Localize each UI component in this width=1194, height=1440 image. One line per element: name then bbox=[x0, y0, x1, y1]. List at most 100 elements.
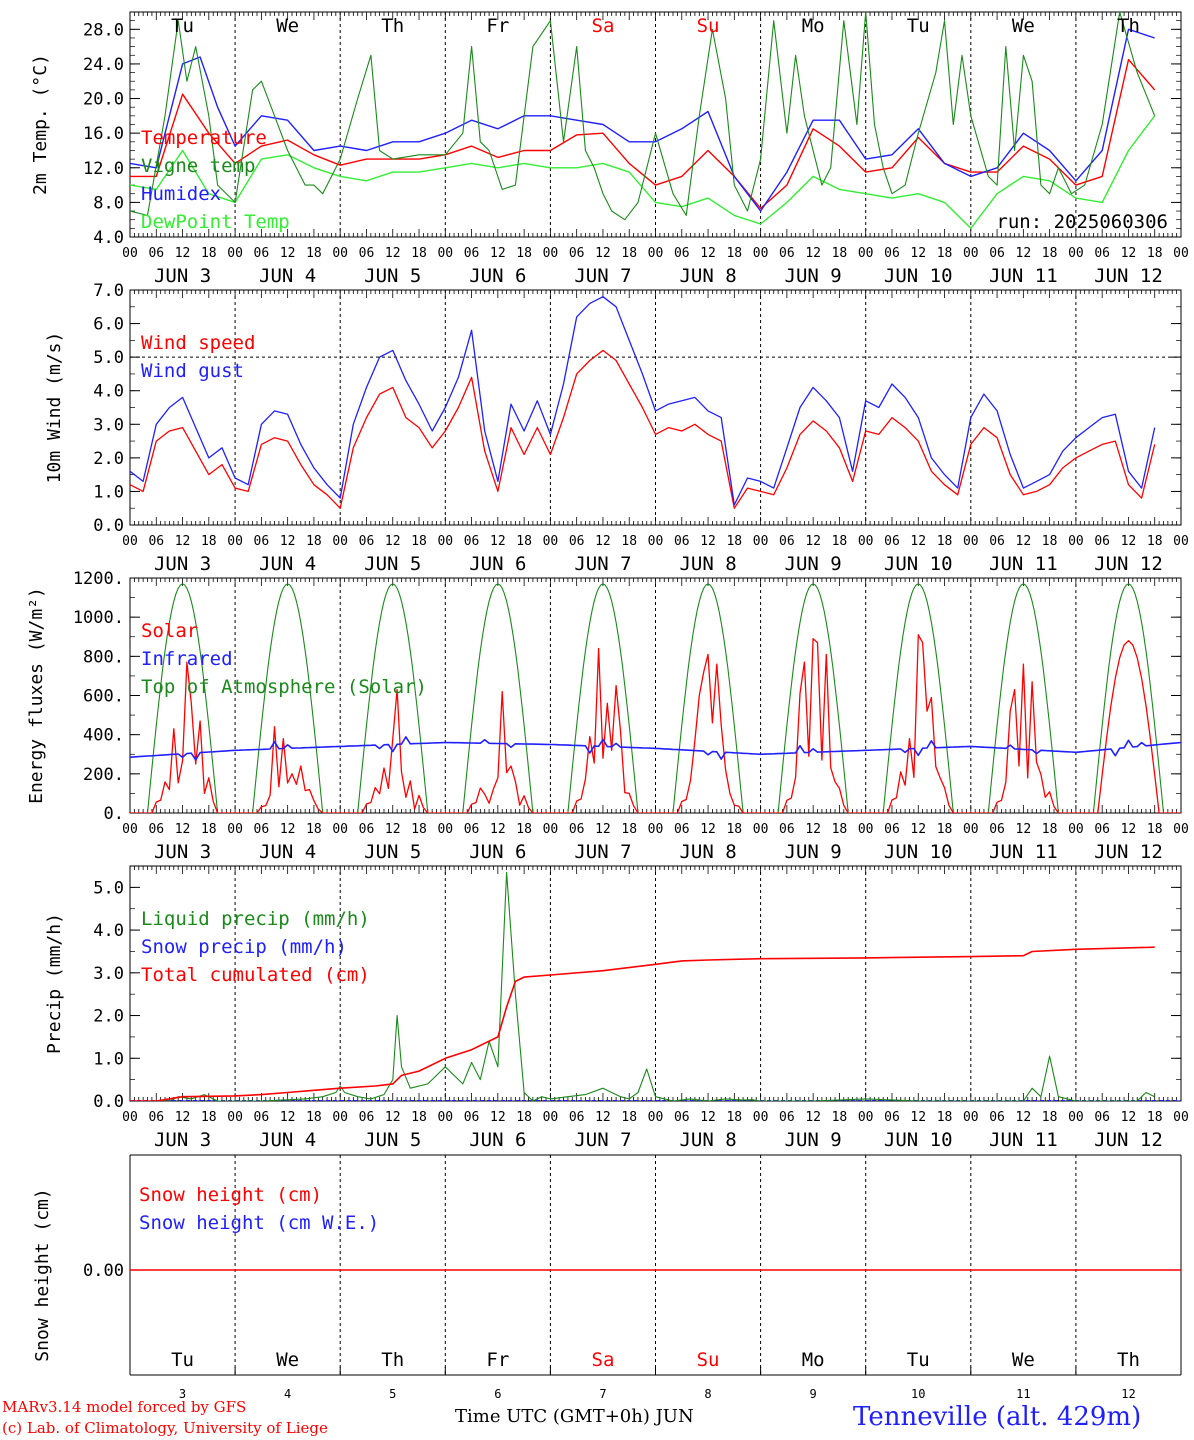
date-label: JUN 10 bbox=[884, 265, 953, 287]
hour-label: 00 bbox=[227, 246, 243, 261]
hour-label: 18 bbox=[1147, 822, 1163, 837]
series-line-solar bbox=[130, 634, 1181, 813]
y-tick-label: 0.00 bbox=[83, 1261, 124, 1281]
legend-entry: Snow height (cm) bbox=[139, 1184, 322, 1206]
station-name: Tenneville (alt. 429m) bbox=[853, 1402, 1142, 1432]
hour-label: 06 bbox=[674, 1110, 690, 1125]
hour-label: 18 bbox=[937, 822, 953, 837]
precip-series bbox=[130, 871, 1181, 1101]
y-tick-label: 0.0 bbox=[93, 1092, 124, 1112]
hour-label: 06 bbox=[1094, 246, 1110, 261]
y-axis-label: Precip (mm/h) bbox=[44, 913, 65, 1054]
date-label: JUN 7 bbox=[574, 841, 631, 863]
hour-label: 12 bbox=[910, 822, 926, 837]
hour-label: 00 bbox=[648, 822, 664, 837]
hour-label: 06 bbox=[359, 246, 375, 261]
hour-label: 00 bbox=[122, 822, 138, 837]
series-line-wind-gust bbox=[130, 296, 1156, 506]
date-label: JUN 12 bbox=[1094, 265, 1163, 287]
hour-label: 00 bbox=[963, 534, 979, 549]
hour-label: 18 bbox=[832, 246, 848, 261]
hour-label: 18 bbox=[832, 822, 848, 837]
hour-label: 18 bbox=[726, 246, 742, 261]
hour-label: 00 bbox=[1173, 534, 1189, 549]
day-number-label: 3 bbox=[179, 1387, 186, 1401]
weekday-label: Tu bbox=[171, 15, 194, 37]
hour-label: 06 bbox=[464, 246, 480, 261]
date-label: JUN 10 bbox=[884, 1129, 953, 1151]
legend-entry: Total cumulated (cm) bbox=[141, 964, 370, 986]
hour-label: 00 bbox=[332, 246, 348, 261]
hour-label: 18 bbox=[1042, 822, 1058, 837]
hour-label: 06 bbox=[884, 1110, 900, 1125]
day-number-label: 8 bbox=[704, 1387, 711, 1401]
hour-label: 00 bbox=[963, 1110, 979, 1125]
day-number-label: 11 bbox=[1016, 1387, 1030, 1401]
date-label: JUN 5 bbox=[364, 841, 421, 863]
y-tick-label: 0. bbox=[104, 804, 124, 824]
y-tick-label: 8.0 bbox=[93, 193, 124, 213]
hour-label: 18 bbox=[937, 1110, 953, 1125]
hour-label: 12 bbox=[700, 1110, 716, 1125]
date-label: JUN 9 bbox=[785, 265, 842, 287]
hour-label: 18 bbox=[937, 246, 953, 261]
date-label: JUN 8 bbox=[679, 553, 736, 575]
hour-label: 00 bbox=[122, 246, 138, 261]
panel-frame bbox=[129, 11, 1182, 238]
y-tick-label: 7.0 bbox=[93, 281, 124, 301]
hour-label: 06 bbox=[1094, 534, 1110, 549]
weekday-label: Th bbox=[381, 15, 404, 37]
hour-label: 00 bbox=[543, 534, 559, 549]
date-label: JUN 6 bbox=[469, 265, 526, 287]
hour-label: 12 bbox=[385, 822, 401, 837]
date-label: JUN 7 bbox=[574, 553, 631, 575]
hour-label: 06 bbox=[884, 246, 900, 261]
date-label: JUN 3 bbox=[154, 265, 211, 287]
date-label: JUN 6 bbox=[469, 553, 526, 575]
hour-label: 06 bbox=[674, 534, 690, 549]
date-label: JUN 5 bbox=[364, 265, 421, 287]
hour-label: 06 bbox=[464, 534, 480, 549]
hour-label: 12 bbox=[490, 246, 506, 261]
hour-label: 12 bbox=[910, 1110, 926, 1125]
hour-label: 00 bbox=[332, 822, 348, 837]
hour-label: 06 bbox=[1094, 822, 1110, 837]
hour-label: 06 bbox=[989, 1110, 1005, 1125]
y-axis-label: 2m Temp. (°C) bbox=[30, 54, 51, 195]
legend-entry: Solar bbox=[141, 620, 198, 642]
date-label: JUN 4 bbox=[259, 1129, 316, 1151]
hour-label: 12 bbox=[910, 246, 926, 261]
hour-label: 12 bbox=[700, 822, 716, 837]
y-tick-label: 200. bbox=[83, 765, 124, 785]
temperature-panel: 00 06 12 18 00 06 12 18 00 06 12 18 00 06 12 18 00 06 12 18… bbox=[30, 11, 1189, 287]
weekday-label: Sa bbox=[592, 1349, 615, 1371]
date-label: JUN 6 bbox=[469, 841, 526, 863]
day-number-label: 5 bbox=[389, 1387, 396, 1401]
hour-label: 12 bbox=[280, 246, 296, 261]
hour-label: 12 bbox=[280, 822, 296, 837]
legend-entry: Top of Atmosphere (Solar) bbox=[141, 676, 427, 698]
series-line-liquid-precip bbox=[130, 871, 1155, 1101]
hour-label: 06 bbox=[569, 534, 585, 549]
hour-label: 18 bbox=[1147, 1110, 1163, 1125]
day-number-label: 12 bbox=[1121, 1387, 1135, 1401]
weekday-label: Mo bbox=[802, 1349, 825, 1371]
hour-label: 12 bbox=[1016, 1110, 1032, 1125]
hour-label: 12 bbox=[805, 246, 821, 261]
hour-label: 18 bbox=[516, 246, 532, 261]
hour-label: 18 bbox=[411, 534, 427, 549]
hour-label: 00 bbox=[543, 246, 559, 261]
y-tick-label: 600. bbox=[83, 687, 124, 707]
hour-label: 18 bbox=[306, 534, 322, 549]
hour-label: 06 bbox=[884, 534, 900, 549]
hour-label: 18 bbox=[726, 822, 742, 837]
hour-label: 18 bbox=[411, 246, 427, 261]
y-tick-label: 5.0 bbox=[93, 348, 124, 368]
date-label: JUN 11 bbox=[989, 265, 1058, 287]
hour-label: 06 bbox=[359, 822, 375, 837]
weekday-label: Fr bbox=[486, 15, 509, 37]
hour-label: 18 bbox=[726, 534, 742, 549]
weekday-label: We bbox=[1012, 15, 1035, 37]
hour-label: 18 bbox=[201, 246, 217, 261]
hour-label: 00 bbox=[963, 822, 979, 837]
